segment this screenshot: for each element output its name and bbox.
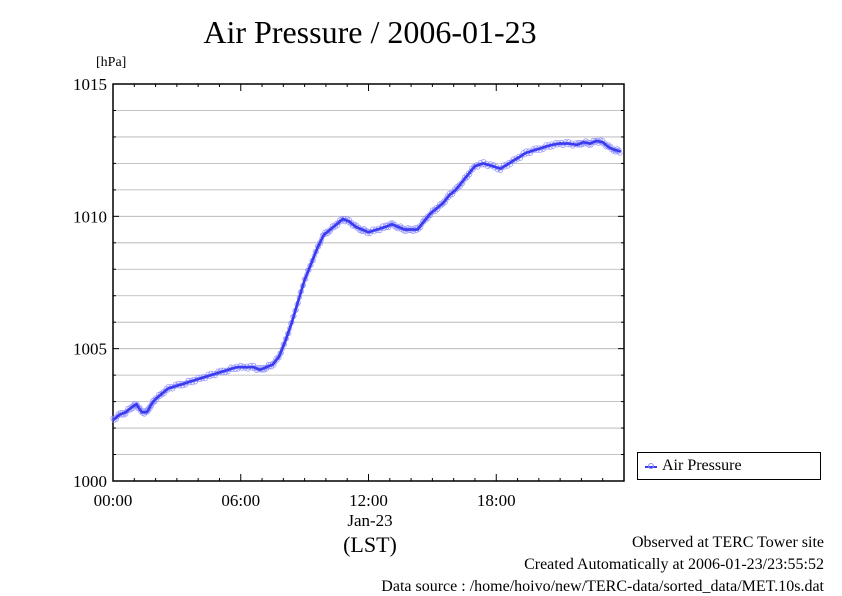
x-tick-label: 06:00 (221, 491, 260, 510)
legend: Air Pressure (637, 452, 821, 480)
tick-labels: 1000 1005 1010 1015 00:00 06:00 12:00 18:00 (73, 75, 516, 510)
y-tick-label: 1000 (73, 472, 107, 491)
grid-lines (113, 110, 624, 455)
legend-label-air-pressure: Air Pressure (662, 457, 742, 474)
y-tick-label: 1010 (73, 207, 107, 226)
y-axis-unit-label: [hPa] (96, 55, 127, 70)
series-line (112, 139, 622, 422)
y-tick-label: 1005 (73, 340, 107, 359)
legend-marker-swatch (648, 463, 654, 469)
series-air-pressure (110, 137, 623, 423)
footer-source: Data source : /home/hoivo/new/TERC-data/… (381, 578, 824, 595)
x-tick-label: 00:00 (94, 491, 133, 510)
y-tick-label: 1015 (73, 75, 107, 94)
footer-created: Created Automatically at 2006-01-23/23:5… (524, 556, 824, 573)
footer-observed: Observed at TERC Tower site (631, 534, 824, 551)
x-tick-label: 12:00 (349, 491, 388, 510)
x-axis-date-label: Jan-23 (347, 511, 393, 530)
axis-ticks (112, 83, 625, 482)
chart-title: Air Pressure / 2006-01-23 (203, 14, 537, 50)
x-axis-title: (LST) (343, 532, 397, 557)
x-tick-label: 18:00 (477, 491, 516, 510)
